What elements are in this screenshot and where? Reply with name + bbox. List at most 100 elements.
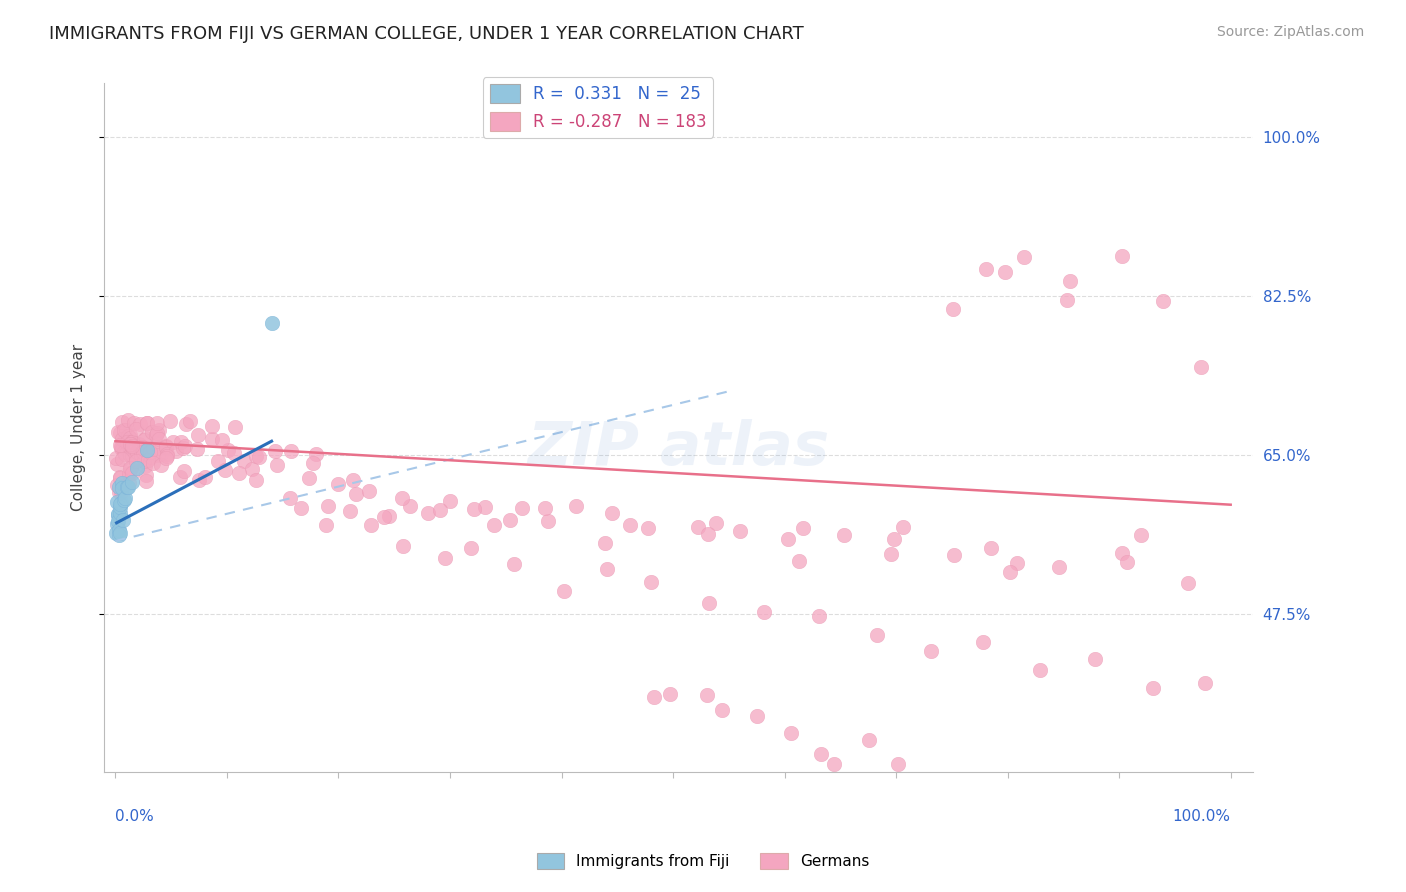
Point — [344, 486, 367, 500]
Point — [114, 447, 136, 461]
Point — [108, 500, 131, 514]
Point — [200, 419, 222, 434]
Point — [697, 596, 720, 610]
Point — [298, 471, 321, 485]
Point — [121, 475, 143, 490]
Point — [1152, 294, 1174, 309]
Point — [378, 509, 401, 524]
Point — [217, 443, 239, 458]
Point — [131, 440, 153, 454]
Point — [111, 476, 134, 491]
Point — [752, 605, 775, 619]
Point — [1111, 546, 1133, 560]
Point — [600, 506, 623, 520]
Point — [148, 423, 170, 437]
Point — [114, 491, 136, 506]
Point — [148, 448, 170, 462]
Point — [121, 466, 143, 480]
Point — [1084, 652, 1107, 666]
Point — [280, 444, 302, 458]
Point — [264, 443, 287, 458]
Point — [240, 462, 263, 476]
Point — [117, 413, 139, 427]
Point — [105, 451, 128, 466]
Y-axis label: College, Under 1 year: College, Under 1 year — [72, 344, 86, 511]
Point — [891, 520, 914, 534]
Point — [146, 416, 169, 430]
Point — [883, 532, 905, 546]
Point — [148, 441, 170, 455]
Point — [115, 480, 138, 494]
Point — [810, 747, 832, 761]
Point — [136, 416, 159, 430]
Point — [125, 444, 148, 458]
Point — [188, 473, 211, 487]
Point — [105, 516, 128, 531]
Point — [135, 467, 157, 482]
Point — [134, 459, 156, 474]
Point — [108, 438, 131, 452]
Point — [120, 448, 142, 462]
Point — [118, 441, 141, 455]
Point — [117, 480, 139, 494]
Point — [866, 627, 889, 641]
Point — [108, 480, 131, 494]
Point — [128, 438, 150, 452]
Point — [186, 442, 208, 457]
Text: ZIP atlas: ZIP atlas — [527, 418, 830, 478]
Point — [305, 446, 328, 460]
Point — [117, 429, 139, 443]
Point — [148, 432, 170, 446]
Point — [433, 551, 456, 566]
Point — [115, 435, 138, 450]
Point — [108, 426, 131, 441]
Point — [392, 539, 415, 553]
Point — [115, 432, 138, 446]
Point — [118, 461, 141, 475]
Point — [146, 425, 169, 440]
Point — [118, 476, 141, 491]
Point — [1111, 249, 1133, 263]
Point — [107, 508, 129, 522]
Point — [704, 516, 727, 530]
Point — [439, 494, 461, 508]
Point — [107, 514, 129, 528]
Point — [595, 536, 617, 550]
Point — [780, 726, 803, 740]
Point — [980, 541, 1002, 555]
Point — [879, 547, 901, 561]
Point — [107, 484, 129, 499]
Point — [125, 454, 148, 468]
Point — [124, 441, 146, 455]
Legend: Immigrants from Fiji, Germans: Immigrants from Fiji, Germans — [530, 847, 876, 875]
Point — [179, 415, 201, 429]
Point — [115, 436, 138, 450]
Point — [503, 558, 526, 572]
Point — [138, 445, 160, 459]
Point — [142, 456, 165, 470]
Point — [122, 417, 145, 431]
Point — [128, 437, 150, 451]
Point — [418, 506, 440, 520]
Point — [149, 447, 172, 461]
Point — [1012, 250, 1035, 264]
Point — [108, 506, 131, 520]
Point — [1177, 576, 1199, 591]
Point — [142, 441, 165, 455]
Point — [121, 435, 143, 450]
Point — [972, 635, 994, 649]
Point — [201, 432, 224, 446]
Point — [858, 732, 880, 747]
Point — [129, 417, 152, 431]
Point — [789, 553, 811, 567]
Point — [129, 448, 152, 462]
Point — [463, 501, 485, 516]
Point — [745, 709, 768, 723]
Point — [107, 523, 129, 537]
Point — [1056, 293, 1078, 307]
Point — [565, 499, 588, 513]
Point — [510, 501, 533, 516]
Point — [832, 528, 855, 542]
Point — [232, 454, 254, 468]
Point — [105, 526, 128, 541]
